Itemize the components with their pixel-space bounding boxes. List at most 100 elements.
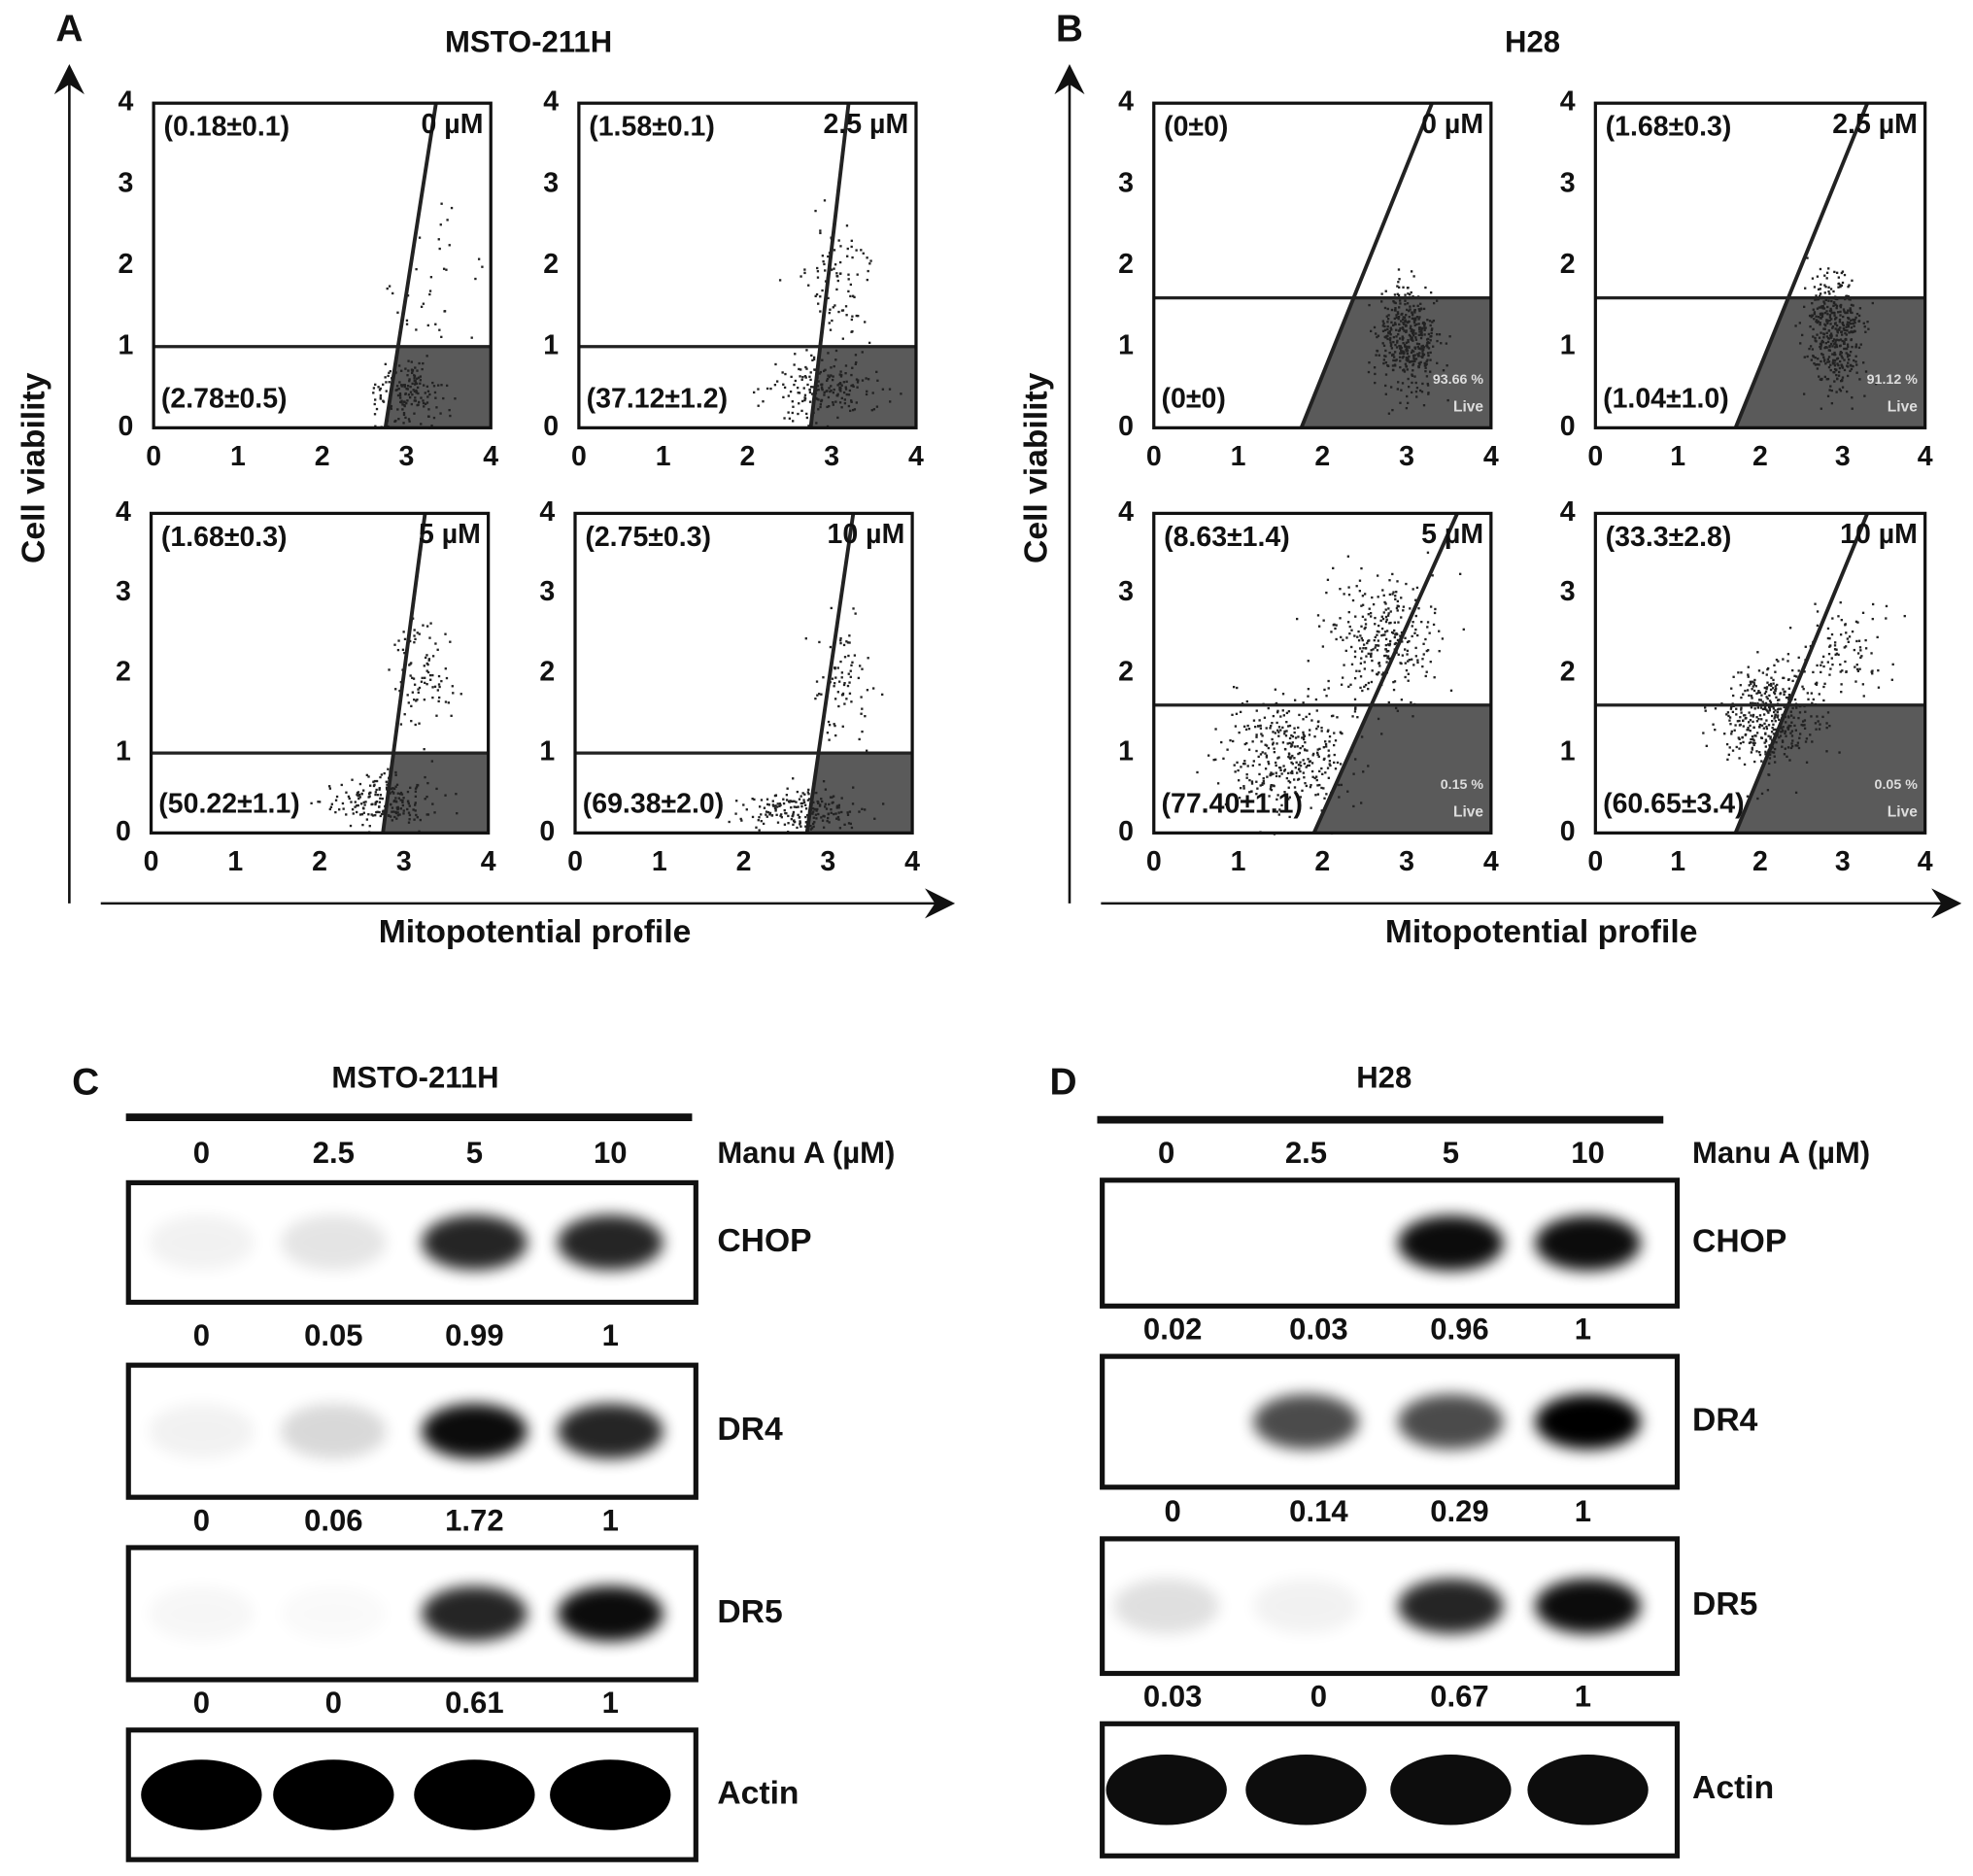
event-dot [1412, 321, 1416, 324]
event-dot [379, 814, 382, 818]
event-dot [1847, 294, 1850, 298]
event-dot [835, 806, 838, 809]
y-tick-label: 4 [1118, 86, 1134, 118]
event-dot [1781, 730, 1784, 733]
event-dot [1820, 407, 1822, 410]
event-dot [1247, 727, 1251, 731]
event-dot [418, 361, 421, 365]
event-dot [765, 810, 768, 813]
event-dot [1412, 362, 1415, 365]
event-dot [1429, 335, 1432, 338]
lower-left-value: (1.04±1.0) [1603, 383, 1729, 414]
event-dot [1850, 303, 1854, 307]
event-dot [1842, 327, 1846, 330]
event-dot [1303, 734, 1307, 737]
event-dot [420, 423, 423, 426]
blot-title: MSTO-211H [331, 1060, 498, 1094]
event-dot [787, 411, 790, 414]
event-dot [1333, 623, 1336, 626]
event-dot [1841, 339, 1844, 343]
event-dot [1763, 705, 1767, 709]
y-tick-label: 0 [543, 411, 559, 442]
event-dot [821, 819, 825, 822]
event-dot [1275, 764, 1277, 767]
event-dot [852, 786, 855, 789]
event-dot [438, 328, 441, 331]
event-dot [398, 396, 402, 399]
event-dot [423, 405, 425, 408]
event-dot [1409, 293, 1412, 296]
event-dot [1374, 635, 1377, 639]
event-dot [865, 392, 868, 396]
event-dot [1739, 716, 1742, 719]
event-dot [1360, 636, 1363, 640]
plot-frame [1152, 511, 1493, 835]
event-dot [400, 384, 403, 387]
event-dot [1768, 709, 1772, 712]
event-dot [1847, 309, 1850, 312]
event-dot [1396, 580, 1399, 583]
event-dot [763, 806, 766, 809]
event-dot [818, 804, 822, 807]
event-dot [1828, 319, 1831, 323]
event-dot [358, 813, 362, 816]
event-dot [823, 393, 826, 396]
event-dot [1829, 288, 1833, 290]
x-tick-label: 3 [1399, 846, 1414, 877]
event-dot [1732, 675, 1735, 678]
event-dot [1402, 322, 1405, 324]
event-dot [1352, 772, 1355, 775]
event-dot [1730, 705, 1733, 709]
event-dot [889, 400, 892, 403]
event-dot [402, 384, 405, 387]
event-dot [1277, 734, 1280, 737]
event-dot [1340, 683, 1344, 686]
event-dot [1291, 754, 1294, 758]
event-dot [1354, 758, 1357, 761]
event-dot [1837, 615, 1840, 618]
event-dot [1811, 277, 1815, 280]
event-dot [1786, 755, 1788, 758]
event-dot [1754, 685, 1757, 688]
y-tick-label: 0 [1118, 816, 1134, 847]
event-dot [403, 637, 407, 641]
event-dot [1276, 794, 1279, 797]
event-dot [1361, 689, 1364, 693]
event-dot [1360, 735, 1364, 738]
event-dot [424, 656, 427, 660]
event-dot [429, 678, 432, 681]
event-dot [1827, 329, 1831, 332]
event-dot [831, 319, 833, 323]
event-dot [838, 373, 841, 376]
plot-frame [573, 511, 914, 835]
event-dot [1871, 669, 1874, 672]
event-dot [1277, 756, 1280, 759]
event-dot [833, 263, 837, 266]
event-dot [1368, 361, 1371, 364]
event-dot [1849, 363, 1853, 367]
event-dot [1426, 384, 1430, 387]
event-dot [1386, 337, 1389, 341]
event-dot [435, 787, 438, 791]
event-dot [1777, 714, 1780, 717]
event-dot [1424, 326, 1427, 329]
event-dot [1428, 631, 1431, 634]
event-dot [1834, 322, 1837, 324]
event-dot [1391, 353, 1394, 357]
event-dot [1768, 773, 1771, 776]
y-tick-label: 4 [1560, 86, 1576, 118]
event-dot [1739, 723, 1742, 727]
event-dot [1829, 363, 1832, 366]
event-dot [1852, 322, 1854, 325]
event-dot [866, 278, 868, 282]
event-dot [864, 321, 867, 324]
event-dot [1196, 770, 1199, 774]
event-dot [1856, 652, 1860, 655]
event-dot [850, 373, 853, 377]
event-dot [845, 392, 848, 396]
event-dot [1315, 778, 1318, 782]
event-dot [1815, 728, 1818, 731]
upper-left-value: (0±0) [1164, 112, 1228, 143]
event-dot [823, 199, 827, 202]
event-dot [1417, 347, 1420, 350]
